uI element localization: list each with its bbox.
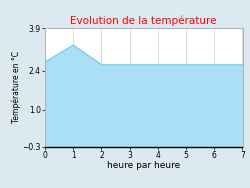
Title: Evolution de la température: Evolution de la température — [70, 16, 217, 26]
X-axis label: heure par heure: heure par heure — [107, 161, 180, 170]
Y-axis label: Température en °C: Température en °C — [12, 52, 21, 123]
